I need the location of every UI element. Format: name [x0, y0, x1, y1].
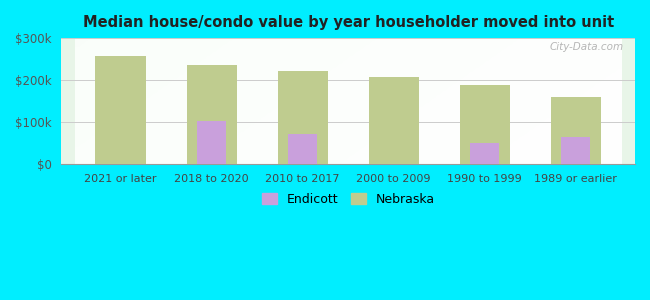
- Bar: [561, 137, 590, 164]
- Bar: [96, 56, 146, 164]
- Bar: [460, 85, 510, 164]
- Bar: [470, 143, 499, 164]
- Bar: [278, 71, 328, 164]
- Bar: [288, 134, 317, 164]
- Bar: [187, 65, 237, 164]
- Bar: [551, 97, 601, 164]
- Bar: [369, 77, 419, 164]
- Title: Median house/condo value by year householder moved into unit: Median house/condo value by year househo…: [83, 15, 614, 30]
- Legend: Endicott, Nebraska: Endicott, Nebraska: [257, 188, 440, 211]
- Bar: [197, 121, 226, 164]
- Text: City-Data.com: City-Data.com: [549, 42, 623, 52]
